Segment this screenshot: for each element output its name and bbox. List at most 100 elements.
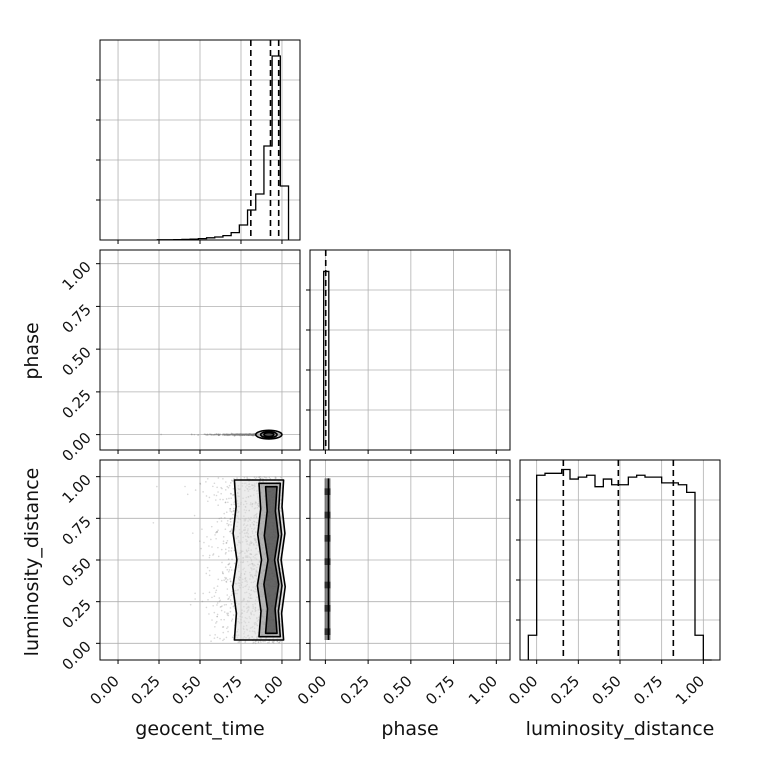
scatter-point	[250, 433, 253, 436]
scatter-point	[254, 642, 257, 645]
scatter-point	[246, 433, 248, 435]
scatter-point	[233, 507, 235, 510]
x-tick-label: 1.00	[672, 672, 708, 708]
scatter-point	[226, 522, 228, 525]
scatter-point	[230, 432, 233, 435]
scatter-point	[227, 612, 230, 615]
x-tick-label: 0.00	[294, 672, 330, 708]
scatter-point	[250, 433, 253, 436]
scatter-point	[246, 433, 249, 436]
scatter-point	[213, 433, 216, 436]
scatter-point	[156, 485, 158, 488]
scatter-point	[211, 596, 213, 599]
scatter-point	[247, 433, 249, 436]
scatter-point	[222, 631, 225, 634]
scatter-point	[227, 558, 230, 561]
x-axis-label-geocent-time: geocent_time	[135, 718, 264, 740]
scatter-point	[199, 482, 201, 485]
scatter-point	[249, 433, 251, 436]
scatter-point	[234, 433, 236, 436]
scatter-point	[259, 477, 262, 480]
scatter-point	[225, 433, 227, 436]
scatter-point	[238, 433, 240, 436]
scatter-point	[238, 433, 240, 436]
scatter-point	[246, 434, 249, 437]
scatter-point	[280, 476, 282, 479]
scatter-point	[250, 434, 252, 436]
scatter-point	[225, 511, 228, 514]
scatter-point	[232, 493, 235, 496]
scatter-point	[224, 566, 227, 568]
scatter-point	[245, 433, 247, 435]
scatter-point	[237, 433, 239, 436]
x-tick-label: 0.50	[588, 672, 624, 708]
scatter-point	[231, 618, 234, 621]
scatter-point	[224, 489, 227, 491]
scatter-point	[274, 476, 277, 478]
scatter-point	[243, 434, 246, 436]
scatter-point	[217, 433, 220, 435]
scatter-point	[230, 497, 232, 499]
scatter-point	[213, 433, 216, 436]
scatter-point	[235, 434, 237, 436]
scatter-point	[214, 534, 216, 536]
scatter-point	[194, 489, 197, 491]
scatter-point	[232, 605, 235, 608]
scatter-point	[224, 501, 227, 503]
scatter-point	[238, 433, 241, 436]
scatter-point	[236, 434, 238, 436]
scatter-point	[225, 541, 228, 544]
scatter-point	[245, 433, 248, 436]
scatter-point	[252, 433, 255, 436]
scatter-point	[203, 433, 206, 436]
scatter-point	[249, 433, 252, 436]
scatter-point	[203, 541, 205, 544]
scatter-point	[252, 433, 254, 436]
scatter-point	[226, 578, 229, 581]
scatter-point	[238, 434, 241, 436]
y-tick-label: 0.00	[58, 429, 94, 465]
scatter-point	[209, 433, 212, 436]
scatter-point	[214, 625, 216, 628]
scatter-point	[248, 433, 250, 436]
scatter-point	[229, 566, 232, 569]
scatter-point	[248, 433, 250, 436]
scatter-point	[224, 434, 226, 436]
scatter-point	[226, 434, 228, 437]
scatter-point	[228, 562, 231, 565]
scatter-point	[255, 476, 258, 479]
scatter-point	[230, 433, 233, 436]
scatter-point	[221, 579, 223, 582]
scatter-point	[229, 580, 232, 582]
scatter-point	[248, 433, 250, 436]
scatter-point	[218, 433, 220, 436]
scatter-point	[220, 618, 222, 621]
scatter-point	[235, 433, 237, 435]
scatter-point	[243, 434, 246, 436]
scatter-point	[228, 546, 230, 549]
y-axis-label-luminosity-distance: luminosity_distance	[21, 468, 43, 657]
panel-2-2: 0.00 0.25 0.50 0.75 1.00	[505, 459, 721, 708]
scatter-point	[217, 433, 220, 436]
scatter-point	[244, 433, 247, 436]
panel-frame	[309, 249, 511, 451]
scatter-point	[217, 433, 220, 436]
scatter-point	[278, 641, 280, 644]
scatter-point	[234, 433, 236, 436]
scatter-point	[259, 475, 262, 478]
scatter-point	[226, 433, 228, 436]
scatter-point	[252, 434, 254, 436]
scatter-point	[213, 434, 215, 436]
scatter-point	[230, 510, 233, 513]
scatter-point	[248, 434, 251, 436]
scatter-point	[230, 550, 233, 552]
scatter-point	[234, 434, 237, 436]
scatter-point	[220, 486, 222, 489]
scatter-point	[263, 476, 266, 478]
x-tick-label: 0.75	[422, 672, 458, 708]
scatter-point	[221, 561, 223, 564]
scatter-point	[212, 433, 215, 436]
scatter-point	[202, 592, 204, 595]
scatter-point	[249, 433, 252, 436]
scatter-point	[252, 433, 255, 436]
